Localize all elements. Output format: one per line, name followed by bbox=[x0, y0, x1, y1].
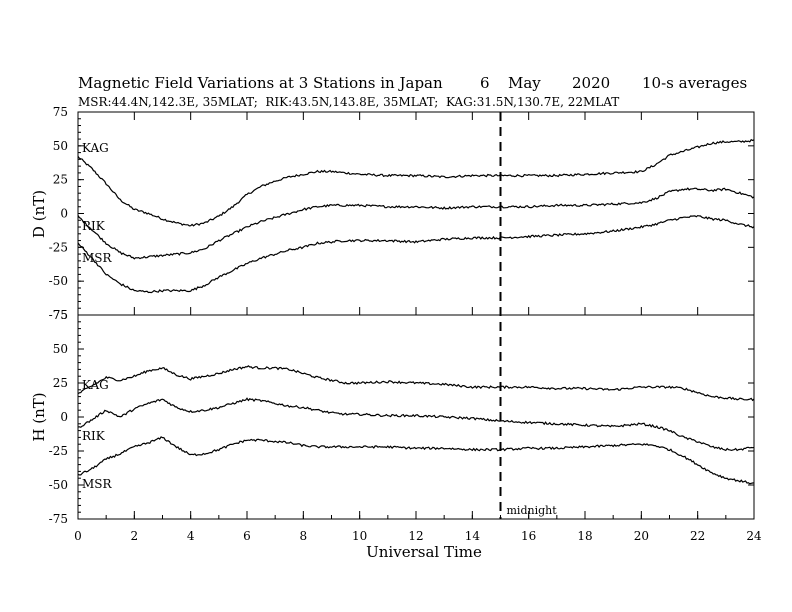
h-ytick-label: 25 bbox=[53, 376, 68, 390]
date-day: 6 bbox=[480, 74, 490, 92]
x-tick-label: 14 bbox=[465, 529, 481, 543]
d-series-group bbox=[77, 138, 755, 294]
h-panel: -75 -50 -25 0 25 50 75 H (nT) KAG RIK MSR bbox=[30, 308, 755, 526]
d-series-rik bbox=[77, 187, 755, 260]
x-tick-label: 6 bbox=[243, 529, 251, 543]
d-panel: -75 -50 -25 0 25 50 75 D (nT) KAG RIK MSR bbox=[30, 105, 755, 322]
d-ytick-label: -25 bbox=[49, 240, 68, 254]
h-series-group bbox=[77, 365, 755, 485]
x-tick-label: 8 bbox=[300, 529, 308, 543]
d-y-axis: -75 -50 -25 0 25 50 75 bbox=[49, 105, 754, 322]
midnight-label: midnight bbox=[507, 504, 558, 517]
averaging-label: 10-s averages bbox=[642, 74, 747, 92]
d-label-kag: KAG bbox=[82, 141, 109, 155]
x-axis: 0 2 4 6 8 10 12 14 16 18 20 22 24 bbox=[74, 112, 762, 543]
h-ytick-label: 50 bbox=[53, 342, 68, 356]
h-y-axis: -75 -50 -25 0 25 50 75 bbox=[49, 308, 754, 526]
stations-subtitle: MSR:44.4N,142.3E, 35MLAT; RIK:43.5N,143.… bbox=[78, 95, 619, 109]
x-tick-label: 22 bbox=[690, 529, 705, 543]
d-ylabel: D (nT) bbox=[30, 190, 48, 238]
h-panel-frame bbox=[77, 314, 755, 520]
d-series-kag bbox=[77, 138, 755, 227]
date-year: 2020 bbox=[572, 74, 610, 92]
d-ytick-label: 50 bbox=[53, 139, 68, 153]
x-tick-label: 20 bbox=[634, 529, 649, 543]
h-ytick-label: 0 bbox=[60, 410, 68, 424]
h-series-kag bbox=[77, 365, 755, 402]
h-ytick-label: -75 bbox=[49, 512, 68, 526]
h-label-rik: RIK bbox=[82, 429, 106, 443]
date-month: May bbox=[508, 74, 541, 92]
h-label-kag: KAG bbox=[82, 378, 109, 392]
x-tick-label: 16 bbox=[521, 529, 536, 543]
d-ytick-label: -75 bbox=[49, 308, 68, 322]
d-ytick-label: 0 bbox=[60, 207, 68, 221]
x-tick-label: 24 bbox=[746, 529, 762, 543]
d-ytick-label: -50 bbox=[49, 274, 68, 288]
x-tick-label: 12 bbox=[408, 529, 423, 543]
x-tick-label: 10 bbox=[352, 529, 367, 543]
d-series-msr bbox=[77, 214, 755, 294]
d-panel-frame bbox=[77, 111, 755, 316]
x-tick-label: 0 bbox=[74, 529, 82, 543]
x-tick-label: 18 bbox=[577, 529, 592, 543]
x-axis-label: Universal Time bbox=[366, 543, 482, 561]
h-ytick-label: -50 bbox=[49, 478, 68, 492]
h-series-rik bbox=[77, 397, 755, 452]
h-ylabel: H (nT) bbox=[30, 392, 48, 441]
d-label-msr: MSR bbox=[82, 251, 113, 265]
x-tick-label: 2 bbox=[131, 529, 139, 543]
h-series-msr bbox=[77, 436, 755, 485]
d-label-rik: RIK bbox=[82, 219, 106, 233]
d-ytick-label: 25 bbox=[53, 173, 68, 187]
chart-title: Magnetic Field Variations at 3 Stations … bbox=[78, 74, 443, 92]
d-ytick-label: 75 bbox=[53, 105, 68, 119]
x-tick-label: 4 bbox=[187, 529, 195, 543]
h-ytick-label: 75 bbox=[53, 308, 68, 322]
h-label-msr: MSR bbox=[82, 477, 113, 491]
h-ytick-label: -25 bbox=[49, 444, 68, 458]
